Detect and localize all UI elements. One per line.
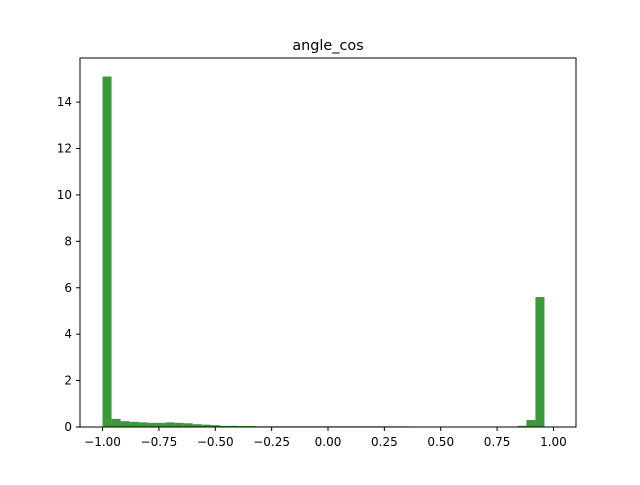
y-tick-label: 12 — [57, 142, 72, 156]
x-tick-label: 0.75 — [484, 435, 511, 449]
histogram-bar — [148, 423, 157, 427]
histogram-bar — [157, 423, 166, 427]
y-tick-label: 0 — [64, 420, 72, 434]
y-tick-label: 2 — [64, 374, 72, 388]
histogram-bar — [103, 77, 112, 427]
x-tick-label: −0.25 — [253, 435, 290, 449]
x-tick-label: 0.00 — [315, 435, 342, 449]
chart-title: angle_cos — [292, 38, 363, 54]
x-tick-label: −0.50 — [197, 435, 234, 449]
y-tick-label: 4 — [64, 327, 72, 341]
histogram-bar — [175, 423, 184, 427]
x-tick-label: 1.00 — [540, 435, 567, 449]
y-tick-label: 6 — [64, 281, 72, 295]
y-tick-label: 8 — [64, 234, 72, 248]
histogram-bar — [166, 422, 175, 427]
x-tick-label: 0.50 — [427, 435, 454, 449]
histogram-bar — [130, 422, 139, 427]
histogram-bar — [184, 423, 193, 427]
x-tick-label: −0.75 — [141, 435, 178, 449]
x-tick-label: 0.25 — [371, 435, 398, 449]
histogram-bar — [121, 421, 130, 427]
y-tick-label: 14 — [57, 95, 72, 109]
x-tick-label: −1.00 — [84, 435, 121, 449]
histogram-bar — [139, 422, 148, 427]
histogram-bar — [112, 419, 121, 427]
histogram-bar — [535, 297, 544, 427]
histogram-bar — [526, 420, 535, 427]
y-tick-label: 10 — [57, 188, 72, 202]
